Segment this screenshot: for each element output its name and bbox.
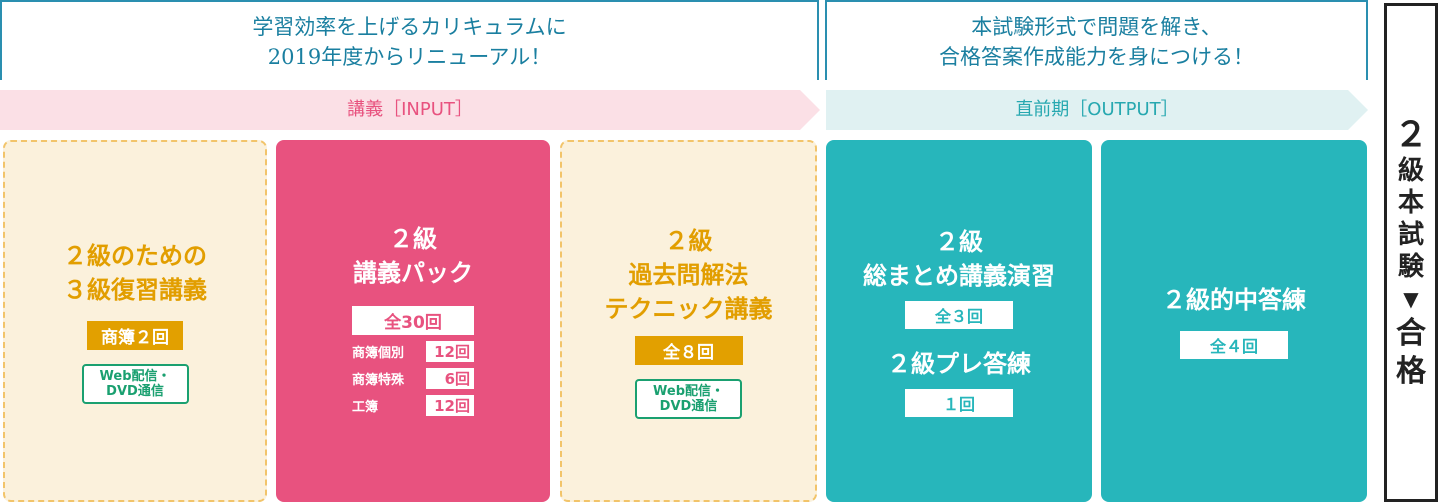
delivery-line: DVD通信 [106,383,164,399]
card-past-exam-technique[interactable]: ２級 過去問解法 テクニック講義 全８回 Web配信・ DVD通信 [560,140,817,502]
input-band-label: 講義［INPUT］ [347,99,473,120]
card-title: ２級のための [63,241,207,270]
card-title: 過去問解法 [628,260,749,289]
card-title: ２級 [389,225,437,253]
card-title: ２級的中答練 [1162,286,1306,314]
header-line: 2019年度からリニューアル！ [267,45,552,69]
card-summary-practice[interactable]: ２級 総まとめ講義演習 全３回 ２級プレ答練 １回 [826,140,1092,502]
row-label: 商簿個別 [352,346,405,361]
header-line: 本試験形式で問題を解き、 [971,15,1222,39]
card-title: 総まとめ講義演習 [863,262,1055,290]
row-count: 12回 [426,395,474,416]
breakdown-row: 商簿特殊 6回 [352,368,474,389]
down-triangle-icon: ▼ [1403,286,1419,311]
goal-box: ２ 級 本 試 験 ▼ 合 格 [1384,3,1438,502]
sessions-badge: 全４回 [1180,331,1288,359]
sessions-badge: １回 [905,389,1013,417]
sessions-badge: 全30回 [352,306,474,335]
delivery-line: DVD通信 [659,398,718,414]
card-title: テクニック講義 [604,294,773,323]
goal-char: 格 [1396,353,1426,389]
row-count: 6回 [426,368,474,389]
sessions-badge: 全８回 [634,335,743,365]
goal-char: ２ [1394,114,1428,155]
goal-char: 本 [1397,187,1424,218]
delivery-line: Web配信・ [653,383,724,399]
row-count: 12回 [426,341,474,362]
delivery-badge: Web配信・ DVD通信 [635,378,742,419]
goal-char: 試 [1397,219,1424,250]
header-line: 学習効率を上げるカリキュラムに [252,15,567,39]
sessions-badge: 全３回 [905,301,1013,329]
header-right: 本試験形式で問題を解き、 合格答案作成能力を身につける！ [825,0,1368,80]
output-band-label: 直前期［OUTPUT］ [1015,99,1179,120]
card-lecture-pack[interactable]: ２級 講義パック 全30回 商簿個別 12回 商簿特殊 6回 工簿 12回 [276,140,550,502]
sessions-badge: 商簿２回 [87,320,183,350]
goal-char: 級 [1397,155,1424,186]
delivery-badge: Web配信・ DVD通信 [81,363,189,404]
delivery-line: Web配信・ [99,368,171,384]
card-title: ３級復習講義 [63,275,207,304]
breakdown-row: 工簿 12回 [352,395,474,416]
card-mock-exam[interactable]: ２級的中答練 全４回 [1101,140,1367,502]
output-band: 直前期［OUTPUT］ [826,90,1368,130]
breakdown-row: 商簿個別 12回 [352,341,474,362]
card-title: ２級プレ答練 [887,350,1031,378]
header-line: 合格答案作成能力を身につける！ [939,45,1254,69]
input-band: 講義［INPUT］ [0,90,820,130]
card-title: ２級 [935,228,983,256]
card-review-course[interactable]: ２級のための ３級復習講義 商簿２回 Web配信・ DVD通信 [3,140,267,502]
header-left: 学習効率を上げるカリキュラムに 2019年度からリニューアル！ [0,0,819,80]
goal-char: 験 [1397,251,1424,282]
row-label: 工簿 [352,400,379,415]
card-title: ２級 [664,226,713,255]
row-label: 商簿特殊 [352,373,405,388]
card-title: 講義パック [353,259,473,287]
goal-char: 合 [1396,315,1426,351]
